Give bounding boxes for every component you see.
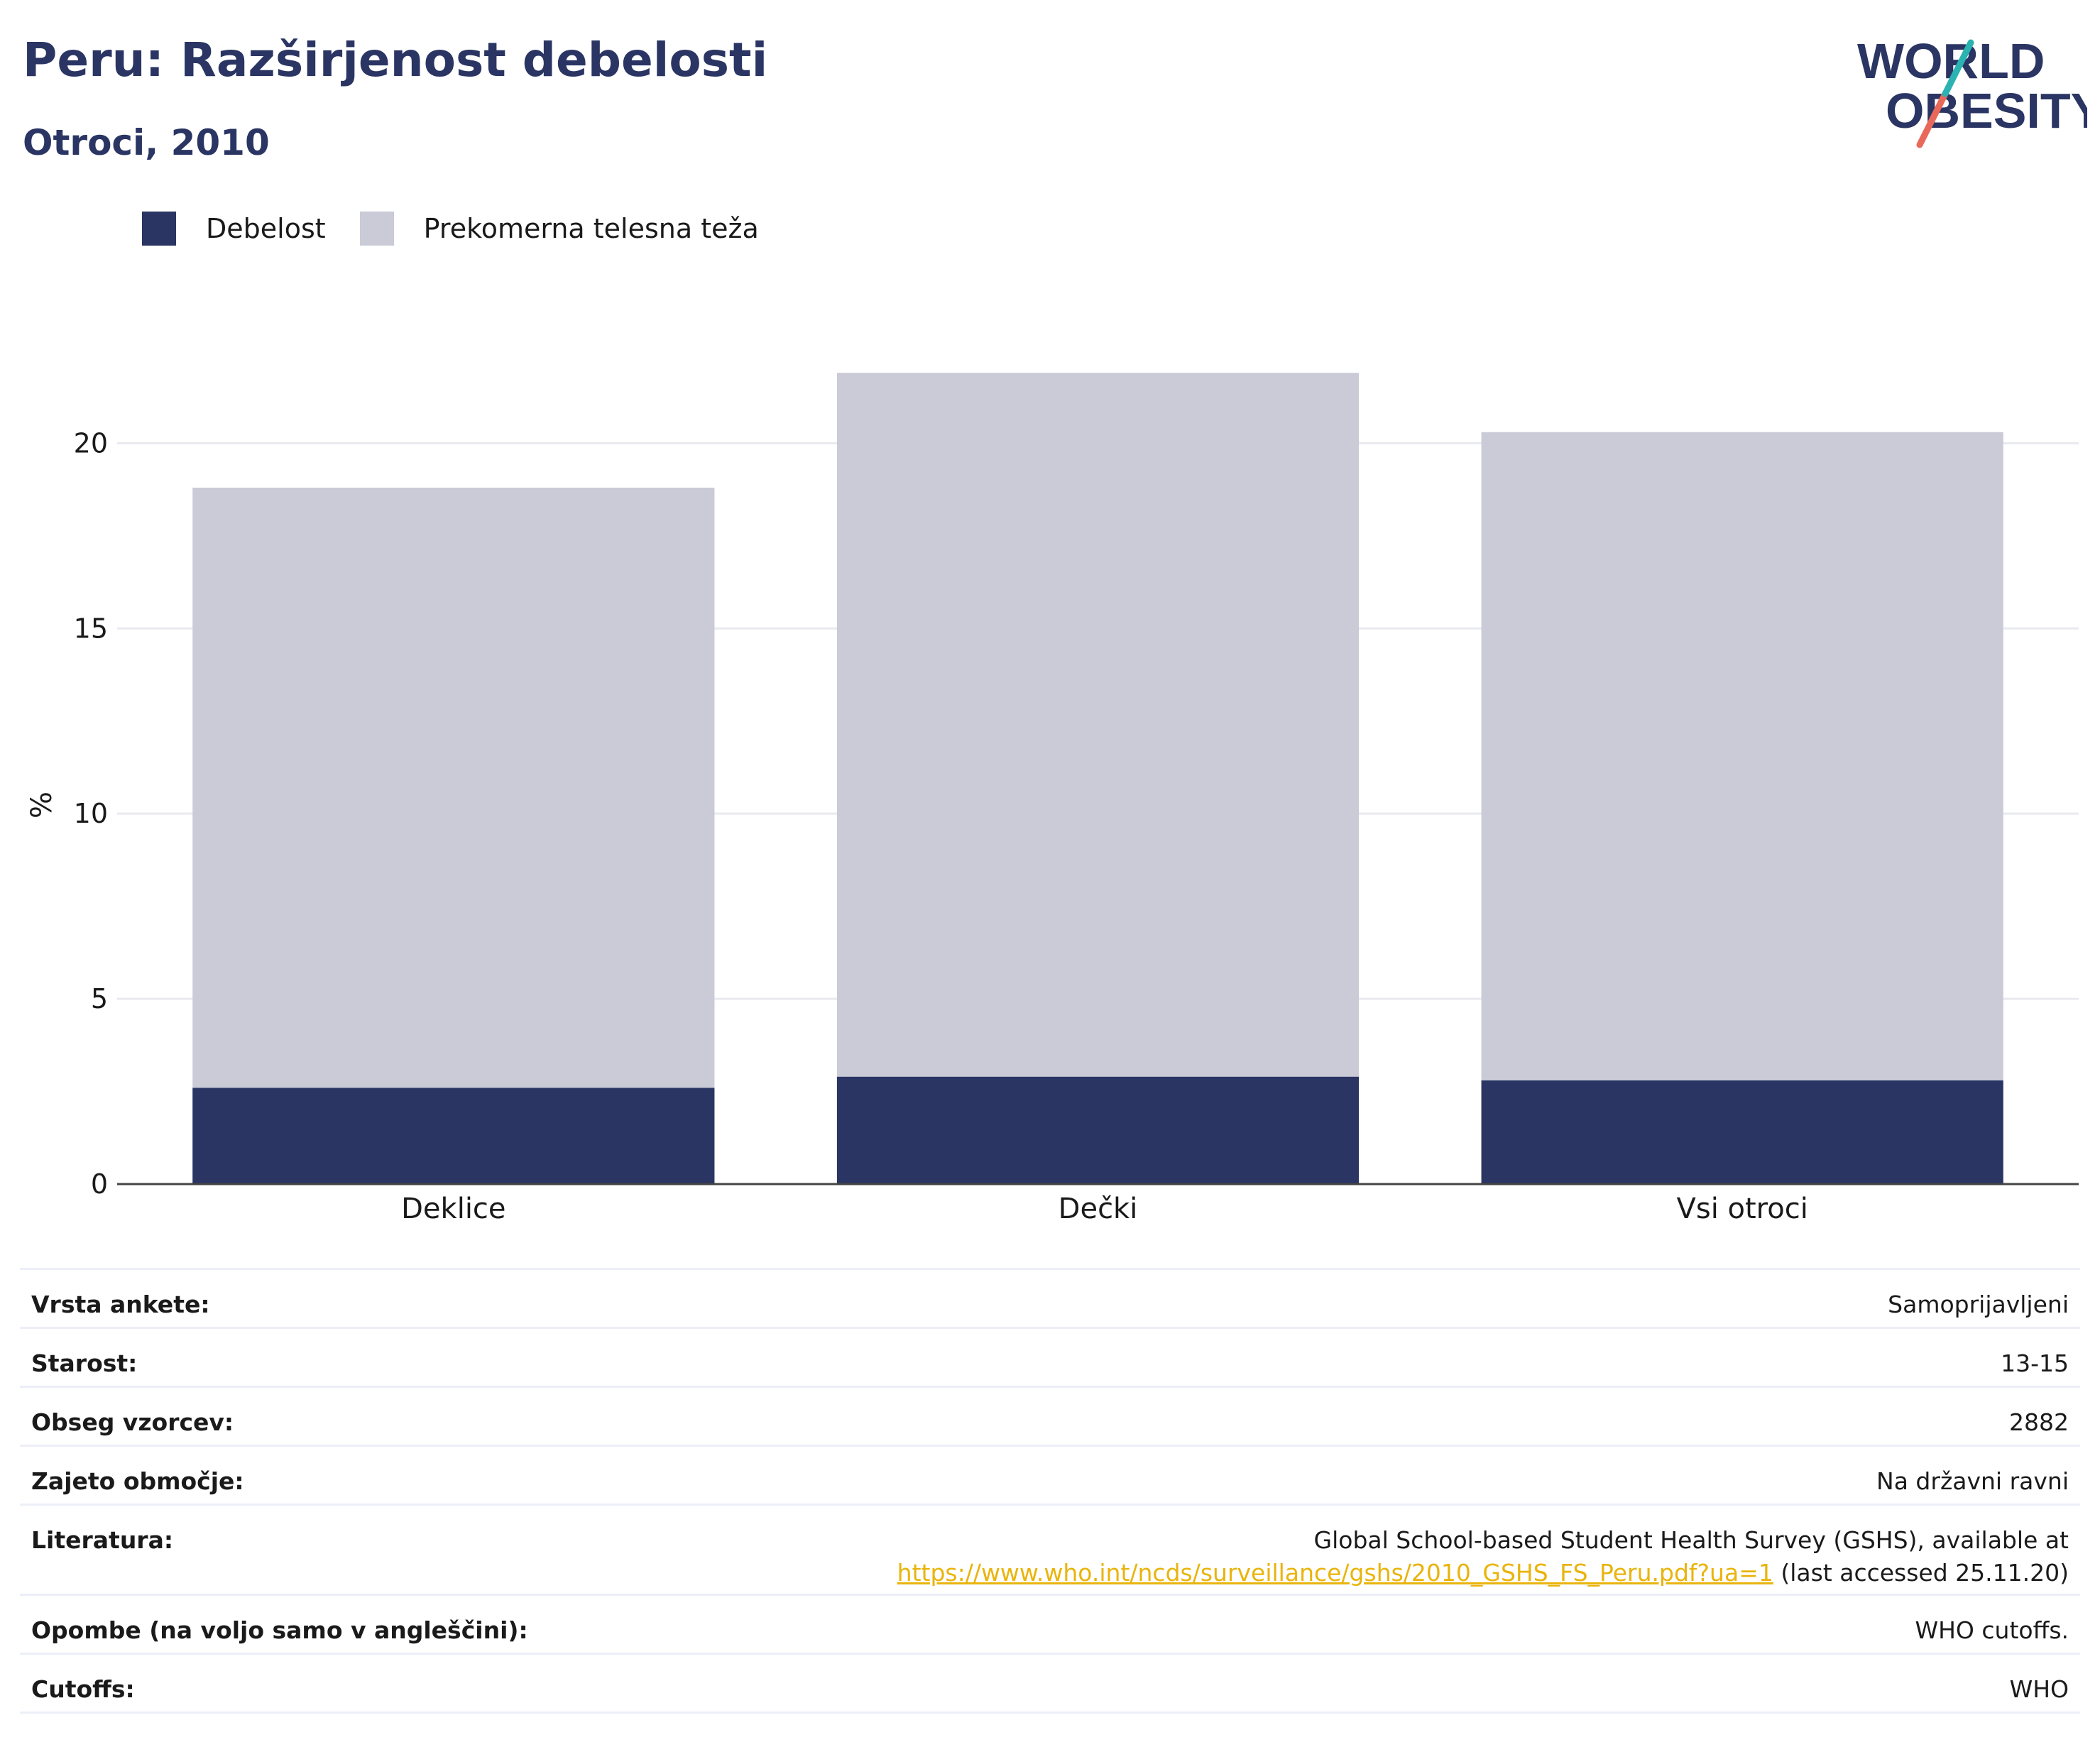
page-subtitle: Otroci, 2010 [23,122,270,163]
info-row-notes: Opombe (na voljo samo v angleščini): WHO… [20,1594,2080,1653]
stacked-bar-chart: 0 5 10 15 20% Deklice Dečki Vsi otroci [26,373,2079,1225]
info-value: WHO [2009,1675,2069,1703]
info-value: 2882 [2009,1408,2069,1436]
legend-item-overweight[interactable]: Prekomerna telesna teža [359,212,759,246]
literature-accessed: (last accessed 25.11.20) [1773,1559,2069,1587]
info-value: Na državni ravni [1876,1467,2069,1495]
bar-obesity [1481,1080,2003,1184]
x-tick-label: Deklice [401,1193,505,1225]
info-row-cutoffs: Cutoffs: WHO [20,1653,2080,1714]
info-label: Literatura: [31,1526,174,1554]
bar-overweight [1481,432,2003,1080]
chart-legend: Debelost Prekomerna telesna teža [142,210,793,247]
info-value: 13-15 [2001,1349,2069,1377]
info-row-area: Zajeto območje: Na državni ravni [20,1445,2080,1504]
info-row-age: Starost: 13-15 [20,1327,2080,1386]
bar-overweight [836,373,1360,1077]
y-tick-label: 20 [74,427,108,459]
y-axis-label: % [26,792,58,818]
bar-overweight [192,487,715,1088]
info-label: Zajeto območje: [31,1467,244,1495]
info-row-literature: Literatura: Global School-based Student … [20,1504,2080,1594]
x-tick-label: Dečki [1059,1193,1138,1225]
bar-obesity [836,1076,1360,1184]
info-label: Obseg vzorcev: [31,1408,234,1436]
info-label: Vrsta ankete: [31,1291,210,1318]
y-tick-label: 0 [91,1168,108,1200]
y-tick-label: 15 [74,613,108,644]
bar-obesity [192,1088,715,1184]
literature-value: Global School-based Student Health Surve… [897,1524,2069,1589]
legend-label-overweight: Prekomerna telesna teža [423,213,759,244]
survey-info-table: Vrsta ankete: Samoprijavljeni Starost: 1… [20,1268,2080,1714]
info-row-survey-type: Vrsta ankete: Samoprijavljeni [20,1268,2080,1327]
info-value: Samoprijavljeni [1888,1291,2069,1318]
info-label: Opombe (na voljo samo v angleščini): [31,1616,528,1644]
literature-text: Global School-based Student Health Surve… [1313,1526,2069,1554]
info-row-sample-size: Obseg vzorcev: 2882 [20,1386,2080,1445]
y-tick-label: 5 [91,983,108,1014]
world-obesity-logo: WORLD OBESITY [1857,33,2087,148]
info-label: Starost: [31,1349,138,1377]
logo-slash-teal [1942,39,1974,97]
info-label: Cutoffs: [31,1675,135,1703]
legend-swatch-obesity [142,212,176,246]
legend-label-obesity: Debelost [206,213,326,244]
page-title: Peru: Razširjenost debelosti [23,33,768,87]
x-tick-label: Vsi otroci [1676,1193,1808,1225]
legend-item-obesity[interactable]: Debelost [142,212,326,246]
logo-text-line2: OBESITY [1886,83,2087,138]
logo-slash-red [1916,90,1949,148]
info-value: WHO cutoffs. [1915,1616,2069,1644]
literature-link[interactable]: https://www.who.int/ncds/surveillance/gs… [897,1559,1773,1587]
legend-swatch-overweight [359,212,394,246]
y-tick-label: 10 [74,798,108,829]
